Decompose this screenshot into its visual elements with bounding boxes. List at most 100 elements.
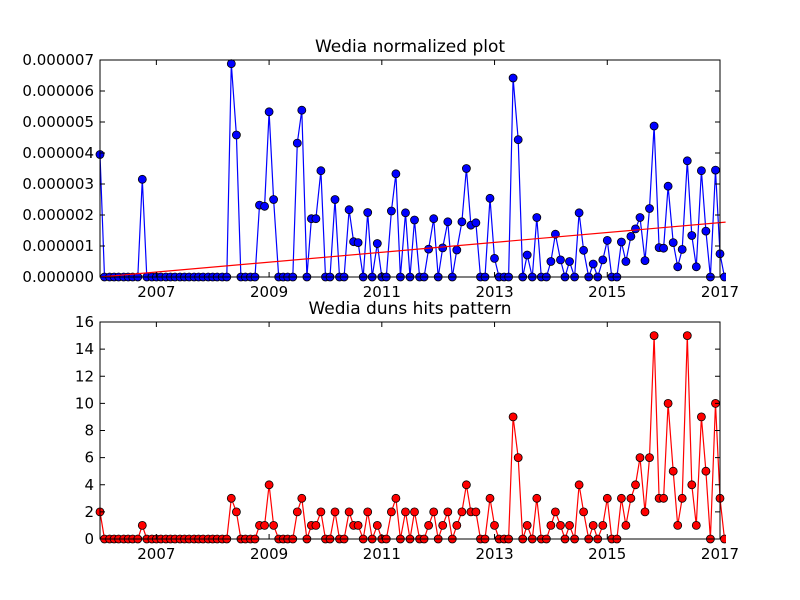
normalized-data-point (330, 195, 340, 204)
normalized-data-point (264, 107, 274, 117)
hits-data-point (372, 521, 382, 530)
normalized-data-point (687, 231, 697, 240)
normalized-y-tick-label: 0.000001 (22, 237, 94, 255)
hits-data-point (311, 521, 321, 530)
hits-data-point (330, 507, 340, 517)
hits-y-tick-label: 8 (84, 422, 94, 440)
normalized-data-point (668, 238, 678, 248)
normalized-data-point (429, 214, 439, 224)
hits-data-point (640, 507, 650, 517)
hits-data-point (457, 507, 467, 517)
normalized-data-point (297, 105, 307, 115)
hits-x-tick-label: 2013 (475, 545, 513, 563)
normalized-data-point (508, 73, 518, 83)
hits-data-point (443, 507, 453, 517)
normalized-data-point (673, 262, 683, 272)
normalized-data-point (363, 208, 373, 217)
hits-data-point (522, 521, 532, 530)
normalized-y-tick-label: 0.000005 (22, 113, 94, 131)
hits-data-point (720, 534, 726, 544)
hits-data-point (292, 507, 302, 517)
hits-data-point (363, 507, 373, 517)
hits-data-point (602, 493, 612, 503)
hits-data-point (565, 521, 574, 530)
normalized-data-point (551, 229, 560, 239)
hits-y-tick-label: 14 (75, 340, 94, 358)
normalized-data-point (645, 204, 654, 213)
normalized-data-point (621, 257, 631, 266)
hits-data-point (386, 507, 396, 517)
hits-data-point (617, 493, 626, 503)
hits-y-tick-label: 0 (84, 530, 94, 548)
hits-data-point (668, 466, 678, 476)
hits-plot-area (95, 331, 726, 544)
hits-data-point (682, 331, 692, 341)
normalized-x-tick-label: 2009 (250, 283, 288, 301)
normalized-data-point (490, 253, 499, 263)
hits-data-point (598, 521, 608, 530)
normalized-y-tick-label: 0.000000 (22, 268, 94, 286)
normalized-data-point (682, 156, 692, 166)
normalized-data-point (635, 213, 645, 222)
hits-pattern-axes: Wedia duns hits pattern 2007 2009 2011 2013… (75, 299, 739, 563)
hits-x-tick-label: 2015 (588, 545, 626, 563)
hits-data-point (649, 331, 659, 341)
normalized-data-point (452, 245, 462, 255)
normalized-data-point (410, 215, 419, 225)
hits-data-point (410, 507, 419, 517)
normalized-data-point (401, 208, 410, 218)
hits-data-point (137, 521, 147, 530)
hits-data-point (401, 507, 410, 517)
hits-data-point (438, 521, 448, 530)
hits-y-tick-label: 4 (84, 476, 94, 494)
normalized-data-point (513, 135, 523, 145)
normalized-data-point (532, 213, 542, 222)
normalized-data-point (556, 255, 565, 265)
hits-data-point (424, 521, 434, 530)
normalized-data-point (443, 217, 453, 227)
hits-x-tick-label: 2007 (137, 545, 175, 563)
normalized-data-point (697, 166, 706, 176)
normalized-data-point (574, 208, 584, 218)
hits-data-point (663, 398, 673, 408)
hits-data-point (269, 521, 279, 530)
hits-data-point (645, 453, 654, 463)
normalized-data-point (231, 130, 241, 140)
normalized-trend-line (99, 221, 726, 278)
normalized-plot-axes: Wedia normalized plot 2007 2009 2011 2013 20… (22, 37, 739, 301)
normalized-data-point (344, 205, 354, 215)
normalized-data-point (701, 226, 711, 236)
hits-data-point (461, 480, 471, 490)
normalized-data-point (546, 257, 556, 266)
hits-y-tick-label: 6 (84, 449, 94, 467)
normalized-x-tick-label: 2007 (137, 283, 175, 301)
hits-data-point (551, 507, 560, 517)
hits-data-point (353, 521, 363, 530)
hits-data-point (452, 521, 462, 530)
normalized-data-point (391, 169, 401, 179)
normalized-data-point (457, 217, 467, 227)
normalized-data-point (649, 121, 659, 131)
hits-x-tick-label: 2009 (250, 545, 288, 563)
hits-data-point (391, 493, 401, 503)
normalized-y-tick-label: 0.000007 (22, 51, 94, 69)
normalized-data-point (691, 262, 701, 272)
hits-data-point (691, 521, 701, 530)
normalized-data-point (424, 244, 434, 254)
hits-data-point (471, 507, 481, 517)
hits-data-point (687, 480, 697, 490)
hits-pattern-title: Wedia duns hits pattern (308, 299, 511, 319)
hits-data-point (344, 507, 354, 517)
hits-data-point (490, 521, 499, 530)
hits-data-point (631, 480, 640, 490)
hits-axes-frame (99, 321, 721, 540)
hits-data-point (697, 412, 706, 422)
normalized-y-tick-label: 0.000006 (22, 82, 94, 100)
normalized-data-point (720, 272, 726, 282)
normalized-data-point (269, 195, 279, 204)
normalized-data-point (602, 235, 612, 245)
hits-data-point (588, 521, 598, 530)
normalized-x-tick-label: 2011 (363, 283, 401, 301)
normalized-data-point (311, 214, 321, 224)
hits-data-point (677, 493, 687, 503)
